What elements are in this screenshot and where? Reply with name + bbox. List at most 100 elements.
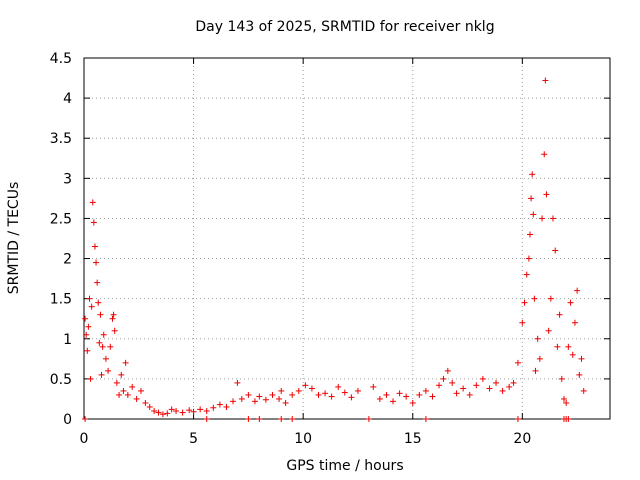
data-point bbox=[550, 215, 557, 222]
data-point bbox=[95, 299, 102, 306]
data-point-zero bbox=[514, 416, 521, 422]
data-point bbox=[234, 379, 241, 386]
data-point bbox=[179, 409, 186, 416]
data-point bbox=[289, 391, 296, 398]
data-point bbox=[82, 315, 89, 322]
data-point bbox=[133, 395, 140, 402]
y-tick-label: 1.5 bbox=[50, 292, 72, 308]
data-point bbox=[460, 385, 467, 392]
data-point bbox=[528, 195, 535, 202]
data-point bbox=[109, 315, 116, 322]
data-point bbox=[168, 406, 175, 413]
data-point bbox=[102, 355, 109, 362]
data-point bbox=[110, 311, 117, 318]
data-point bbox=[506, 383, 513, 390]
x-tick-label: 15 bbox=[404, 431, 422, 447]
data-point-zero bbox=[565, 416, 572, 422]
data-point bbox=[164, 410, 171, 417]
data-point bbox=[527, 231, 534, 238]
data-point bbox=[129, 383, 136, 390]
data-point bbox=[370, 383, 377, 390]
data-point bbox=[569, 351, 576, 358]
data-point bbox=[523, 271, 530, 278]
data-point bbox=[245, 391, 252, 398]
data-point bbox=[444, 367, 451, 374]
data-point bbox=[409, 399, 416, 406]
data-point bbox=[567, 299, 574, 306]
data-point bbox=[256, 393, 263, 400]
data-point bbox=[532, 367, 539, 374]
data-point bbox=[251, 398, 258, 405]
data-point bbox=[105, 367, 112, 374]
data-point bbox=[547, 295, 554, 302]
y-tick-label: 1 bbox=[63, 332, 72, 348]
data-point bbox=[554, 343, 561, 350]
data-point bbox=[542, 77, 549, 84]
data-point bbox=[93, 259, 100, 266]
grid-lines bbox=[84, 58, 610, 419]
data-points bbox=[82, 77, 587, 422]
data-point bbox=[521, 299, 528, 306]
data-point bbox=[278, 387, 285, 394]
data-point bbox=[576, 371, 583, 378]
data-point bbox=[308, 385, 315, 392]
data-point bbox=[574, 287, 581, 294]
data-point bbox=[99, 343, 106, 350]
data-point bbox=[565, 343, 572, 350]
data-point bbox=[87, 375, 94, 382]
data-point bbox=[86, 295, 93, 302]
data-point bbox=[328, 393, 335, 400]
data-point bbox=[216, 401, 223, 408]
data-point-zero bbox=[203, 416, 210, 422]
data-point bbox=[560, 395, 567, 402]
data-point bbox=[493, 379, 500, 386]
plot-frame bbox=[83, 57, 611, 420]
data-point bbox=[519, 319, 526, 326]
data-point-zero bbox=[245, 416, 252, 422]
y-tick-label: 3 bbox=[63, 171, 72, 187]
data-point bbox=[276, 395, 283, 402]
data-point-zero bbox=[365, 416, 372, 422]
data-point bbox=[396, 390, 403, 397]
data-point bbox=[97, 311, 104, 318]
data-point bbox=[186, 407, 193, 414]
data-point bbox=[525, 255, 532, 262]
data-point-zero bbox=[278, 416, 285, 422]
data-point bbox=[563, 399, 570, 406]
data-point bbox=[142, 399, 149, 406]
data-point bbox=[120, 387, 127, 394]
data-point bbox=[543, 191, 550, 198]
data-point bbox=[558, 375, 565, 382]
data-point bbox=[486, 385, 493, 392]
data-point bbox=[315, 391, 322, 398]
y-axis-label: SRMTID / TECUs bbox=[6, 182, 22, 295]
data-point bbox=[571, 319, 578, 326]
data-point bbox=[90, 219, 97, 226]
chart-title: Day 143 of 2025, SRMTID for receiver nkl… bbox=[195, 19, 494, 35]
data-point bbox=[422, 387, 429, 394]
data-point bbox=[124, 391, 131, 398]
y-tick-label: 4 bbox=[63, 91, 72, 107]
data-point bbox=[85, 323, 92, 330]
data-point bbox=[510, 379, 517, 386]
data-point bbox=[210, 404, 217, 411]
y-tick-label: 4.5 bbox=[50, 51, 72, 67]
data-point bbox=[173, 407, 180, 414]
data-point bbox=[545, 327, 552, 334]
data-point bbox=[383, 391, 390, 398]
data-point bbox=[354, 387, 361, 394]
data-point bbox=[416, 391, 423, 398]
data-point bbox=[348, 394, 355, 401]
data-point bbox=[159, 411, 166, 418]
data-point bbox=[322, 390, 329, 397]
data-point bbox=[295, 387, 302, 394]
data-point bbox=[118, 371, 125, 378]
data-point bbox=[230, 398, 237, 405]
data-point bbox=[100, 331, 107, 338]
data-point bbox=[580, 387, 587, 394]
data-point bbox=[390, 398, 397, 405]
y-tick-label: 3.5 bbox=[50, 131, 72, 147]
data-point bbox=[83, 331, 90, 338]
data-point bbox=[403, 393, 410, 400]
data-point-zero bbox=[82, 416, 89, 422]
